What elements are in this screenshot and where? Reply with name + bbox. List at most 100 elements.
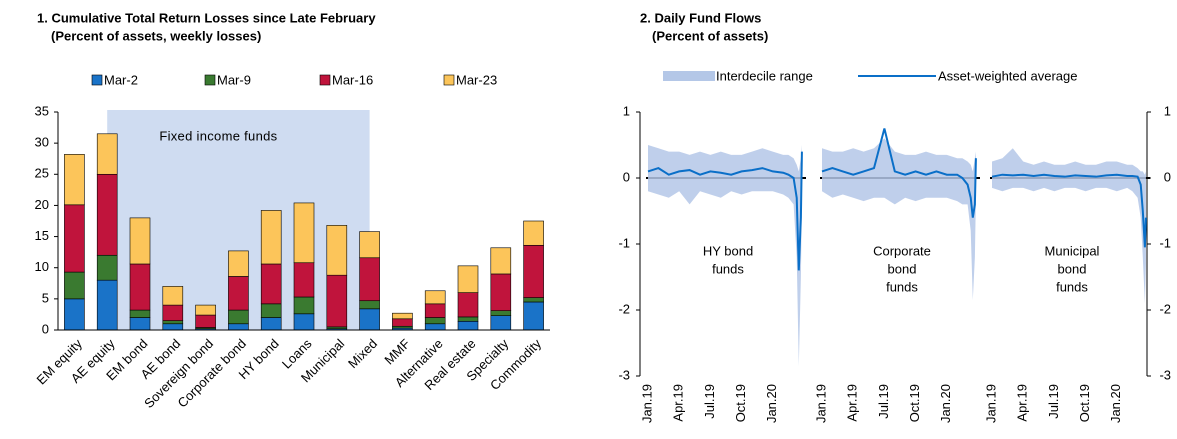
x-tick-label: Jan.20 xyxy=(1108,384,1123,423)
bar-segment xyxy=(490,315,512,331)
average-line xyxy=(647,151,803,271)
chart-title: 1. Cumulative Total Return Losses since … xyxy=(37,10,376,25)
bar-segment xyxy=(162,304,184,321)
bar-segment xyxy=(195,314,216,328)
x-tick-label: Oct.19 xyxy=(1077,384,1092,422)
legend-label: Asset-weighted average xyxy=(938,68,1077,83)
bar-segment xyxy=(260,210,282,265)
legend-label: Mar-16 xyxy=(332,72,373,87)
bar-segment xyxy=(129,317,151,331)
y-tick-label: 0 xyxy=(623,169,630,184)
chart-subtitle: (Percent of assets) xyxy=(652,28,768,43)
y-tick-label: 0 xyxy=(42,321,49,336)
bar-segment xyxy=(424,290,446,305)
bar-segment xyxy=(228,276,249,311)
bar-segment xyxy=(195,304,216,316)
bar-segment xyxy=(129,263,151,311)
annotation: Fixed income funds xyxy=(159,128,277,143)
y2-tick-label: 1 xyxy=(1164,103,1171,118)
chart-title: 2. Daily Fund Flows xyxy=(640,10,761,25)
bar-segment xyxy=(326,274,348,328)
panel-label: funds xyxy=(712,261,744,276)
panel-label: HY bond xyxy=(703,243,753,258)
y-tick-label: 15 xyxy=(35,228,49,243)
y-tick-label: 25 xyxy=(35,166,49,181)
legend-swatch xyxy=(91,74,103,86)
legend-swatch xyxy=(663,71,715,81)
bar-segment xyxy=(228,323,249,331)
bar-segment xyxy=(424,323,446,331)
bar-segment xyxy=(359,308,380,331)
bar-segment xyxy=(523,244,544,298)
legend-swatch xyxy=(443,74,455,86)
bar-segment xyxy=(523,297,544,303)
legend-label: Mar-23 xyxy=(456,72,497,87)
bar-segment xyxy=(359,257,380,302)
bar-segment xyxy=(162,286,184,306)
bar-segment xyxy=(359,231,380,259)
panel-label: bond xyxy=(888,261,917,276)
bar-segment xyxy=(392,318,413,327)
average-line xyxy=(991,173,1147,248)
panel-label: bond xyxy=(1058,261,1087,276)
y2-tick-label: 0 xyxy=(1164,169,1171,184)
bar-segment xyxy=(490,247,512,275)
bar-segment xyxy=(457,320,479,331)
x-tick-label: Jan.20 xyxy=(938,384,953,423)
x-tick-label: Jul.19 xyxy=(1046,384,1061,419)
y-tick-label: 30 xyxy=(35,135,49,150)
y-tick-label: -2 xyxy=(618,301,630,316)
bar-segment xyxy=(64,271,85,300)
panel-label: Municipal xyxy=(1045,243,1100,258)
x-tick-label: Mixed xyxy=(345,336,380,371)
bar-segment xyxy=(129,309,151,318)
chart-subtitle: (Percent of assets, weekly losses) xyxy=(51,28,261,43)
interdecile-band xyxy=(648,145,802,367)
bar-segment xyxy=(96,254,118,281)
bar-segment xyxy=(162,320,184,325)
bar-segment xyxy=(96,173,118,256)
x-tick-label: Apr.19 xyxy=(1015,384,1030,422)
bar-segment xyxy=(457,292,479,318)
x-tick-label: Apr.19 xyxy=(671,384,686,422)
x-tick-label: Jul.19 xyxy=(876,384,891,419)
bar-segment xyxy=(260,303,282,318)
bar-segment xyxy=(64,204,85,273)
bar-segment xyxy=(490,310,512,316)
bar-segment xyxy=(326,225,348,276)
bar-segment xyxy=(457,316,479,322)
bar-segment xyxy=(162,323,184,331)
bar-segment xyxy=(424,303,446,318)
y-tick-label: -1 xyxy=(618,235,630,250)
bar-segment xyxy=(523,220,544,246)
y-tick-label: 1 xyxy=(623,103,630,118)
bar-segment xyxy=(64,298,85,331)
y-tick-label: 10 xyxy=(35,259,49,274)
legend-label: Mar-2 xyxy=(104,72,138,87)
bar-segment xyxy=(293,313,315,331)
x-tick-label: Jan.20 xyxy=(764,384,779,423)
panel-label: funds xyxy=(1056,279,1088,294)
legend-swatch xyxy=(319,74,331,86)
y-tick-label: 5 xyxy=(42,290,49,305)
bar-segment xyxy=(96,133,118,175)
y2-tick-label: -1 xyxy=(1159,235,1171,250)
y-tick-label: 20 xyxy=(35,197,49,212)
y2-tick-label: -2 xyxy=(1159,301,1171,316)
y-tick-label: -3 xyxy=(618,367,630,382)
bar-segment xyxy=(64,154,85,206)
x-tick-label: Apr.19 xyxy=(845,384,860,422)
panel-label: funds xyxy=(886,279,918,294)
bar-segment xyxy=(293,296,315,315)
bar-segment xyxy=(359,300,380,310)
bar-segment xyxy=(293,262,315,298)
legend-label: Interdecile range xyxy=(716,68,813,83)
interdecile-band xyxy=(992,148,1146,304)
x-tick-label: Jan.19 xyxy=(639,384,654,423)
y2-tick-label: -3 xyxy=(1159,367,1171,382)
bar-segment xyxy=(392,312,413,320)
x-tick-label: Oct.19 xyxy=(907,384,922,422)
average-line xyxy=(821,128,977,218)
legend-label: Mar-9 xyxy=(217,72,251,87)
